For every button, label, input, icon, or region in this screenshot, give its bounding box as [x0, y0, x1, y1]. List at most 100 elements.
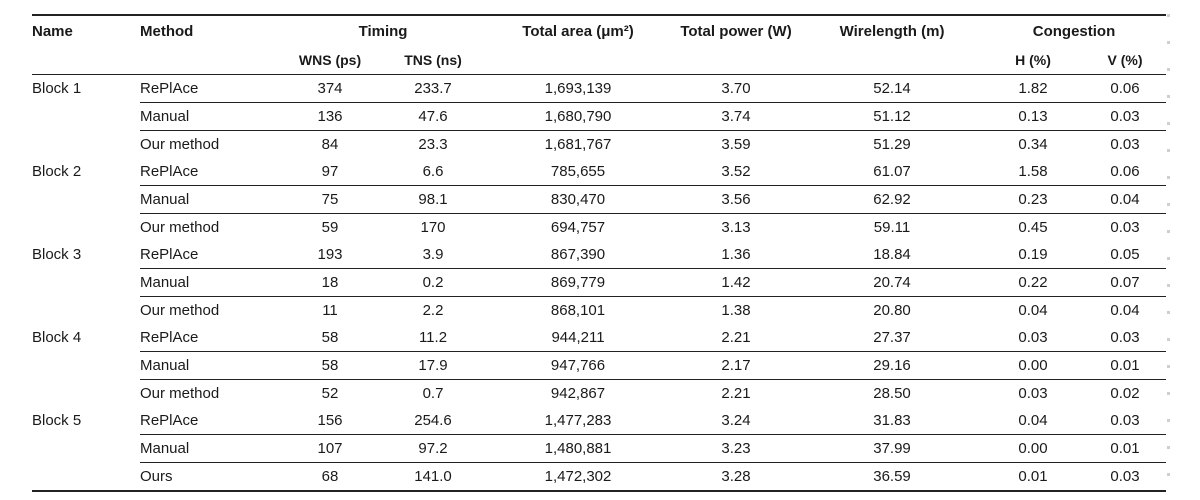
wns-cell: 58 — [280, 351, 380, 380]
table-row: Block 5 RePlAce 156 254.6 1,477,283 3.24 31.83… — [32, 407, 1166, 435]
power-cell: 3.59 — [670, 130, 803, 158]
h-cell: 0.04 — [982, 296, 1085, 324]
method-cell: Manual — [140, 434, 280, 463]
block-name-cell — [32, 186, 140, 214]
v-cell: 0.03 — [1084, 130, 1167, 158]
block-name-cell: Block 3 — [32, 246, 82, 264]
header-spacer — [140, 47, 280, 75]
block-name-cell — [32, 131, 140, 159]
wirelength-cell: 62.92 — [802, 185, 983, 214]
col-header-area: Total area (μm²) — [486, 14, 671, 47]
area-cell: 944,211 — [551, 329, 605, 346]
method-cell: Our method — [140, 296, 280, 324]
block-name-cell — [32, 435, 140, 463]
v-cell: 0.03 — [1084, 462, 1167, 492]
method-cell: Manual — [140, 185, 280, 214]
area-cell: 868,101 — [486, 296, 671, 324]
power-cell: 1.38 — [670, 296, 803, 324]
area-cell: 694,757 — [486, 213, 671, 241]
v-cell: 0.01 — [1084, 434, 1167, 463]
h-cell: 0.45 — [982, 213, 1085, 241]
v-cell: 0.06 — [1110, 163, 1140, 180]
col-header-method: Method — [140, 14, 280, 47]
h-cell: 0.23 — [982, 185, 1085, 214]
table-row: Manual 136 47.6 1,680,790 3.74 51.12 0.13 0.03 — [32, 102, 1167, 131]
area-cell: 1,477,283 — [544, 412, 612, 429]
col-header-congestion: Congestion — [982, 14, 1167, 47]
table-row: Manual 18 0.2 869,779 1.42 20.74 0.22 0.07 — [32, 268, 1167, 297]
wirelength-cell: 51.29 — [802, 130, 983, 158]
wirelength-cell: 20.80 — [802, 296, 983, 324]
col-header-power: Total power (W) — [670, 14, 803, 47]
tns-cell: 2.2 — [380, 296, 487, 324]
tns-cell: 3.9 — [422, 246, 444, 263]
method-cell: RePlAce — [140, 80, 199, 97]
power-cell: 2.21 — [670, 379, 803, 407]
col-header-tns: TNS (ns) — [380, 47, 487, 75]
col-header-wirelength: Wirelength (m) — [802, 14, 983, 47]
area-cell: 1,681,767 — [486, 130, 671, 158]
tns-cell: 98.1 — [380, 185, 487, 214]
header-row-sub: WNS (ps) TNS (ns) H (%) V (%) — [32, 47, 1167, 75]
wirelength-cell: 59.11 — [802, 213, 983, 241]
tns-cell: 254.6 — [414, 412, 452, 429]
area-cell: 1,680,790 — [486, 102, 671, 131]
block-name-cell — [32, 269, 140, 297]
block-name-cell: Block 5 — [32, 412, 82, 430]
table-row: Our method 59 170 694,757 3.13 59.11 0.45 0.03 — [32, 213, 1167, 241]
table-row: Manual 107 97.2 1,480,881 3.23 37.99 0.00 0.01 — [32, 434, 1167, 463]
wirelength-cell: 29.16 — [802, 351, 983, 380]
method-cell: Our method — [140, 213, 280, 241]
h-cell: 0.04 — [1018, 412, 1048, 429]
block-name-cell: Block 2 — [32, 163, 82, 181]
wns-cell: 193 — [317, 246, 343, 263]
area-cell: 1,472,302 — [486, 462, 671, 492]
wns-cell: 156 — [317, 412, 343, 429]
wns-cell: 97 — [321, 163, 339, 180]
wirelength-cell: 37.99 — [802, 434, 983, 463]
tns-cell: 6.6 — [422, 163, 444, 180]
table-body: Block 1 RePlAce 374 233.7 1,693,139 3.70 52.14… — [32, 75, 1167, 492]
power-cell: 3.23 — [670, 434, 803, 463]
header-spacer — [670, 47, 803, 75]
v-cell: 0.03 — [1110, 329, 1140, 346]
block-name-cell — [32, 462, 140, 492]
power-cell: 3.24 — [721, 412, 751, 429]
v-cell: 0.01 — [1084, 351, 1167, 380]
area-cell: 1,480,881 — [486, 434, 671, 463]
v-cell: 0.04 — [1084, 296, 1167, 324]
v-cell: 0.04 — [1084, 185, 1167, 214]
h-cell: 1.58 — [1018, 163, 1048, 180]
tns-cell: 0.2 — [380, 268, 487, 297]
method-cell: RePlAce — [140, 163, 199, 180]
wirelength-cell: 36.59 — [802, 462, 983, 492]
results-table: Name Method Timing Total area (μm²) Tota… — [32, 14, 1167, 492]
v-cell: 0.05 — [1110, 246, 1140, 263]
power-cell: 1.36 — [721, 246, 751, 263]
wirelength-cell: 20.74 — [802, 268, 983, 297]
header-spacer — [802, 47, 983, 75]
method-cell: RePlAce — [140, 329, 199, 346]
method-cell: RePlAce — [140, 246, 199, 263]
wirelength-cell: 27.37 — [873, 329, 911, 346]
h-cell: 1.82 — [1018, 80, 1048, 97]
h-cell: 0.01 — [982, 462, 1085, 492]
power-cell: 3.74 — [670, 102, 803, 131]
v-cell: 0.02 — [1084, 379, 1167, 407]
wns-cell: 52 — [280, 379, 380, 407]
wns-cell: 59 — [280, 213, 380, 241]
block-name-cell — [32, 103, 140, 131]
wns-cell: 75 — [280, 185, 380, 214]
header-row-main: Name Method Timing Total area (μm²) Tota… — [32, 14, 1167, 47]
power-cell: 2.21 — [721, 329, 751, 346]
wirelength-cell: 52.14 — [873, 80, 911, 97]
v-cell: 0.06 — [1110, 80, 1140, 97]
wns-cell: 374 — [317, 80, 343, 97]
wirelength-cell: 31.83 — [873, 412, 911, 429]
v-cell: 0.03 — [1084, 213, 1167, 241]
wirelength-cell: 18.84 — [873, 246, 911, 263]
right-edge-marks — [1167, 14, 1170, 484]
area-cell: 830,470 — [486, 185, 671, 214]
col-header-h: H (%) — [982, 47, 1085, 75]
h-cell: 0.03 — [982, 379, 1085, 407]
